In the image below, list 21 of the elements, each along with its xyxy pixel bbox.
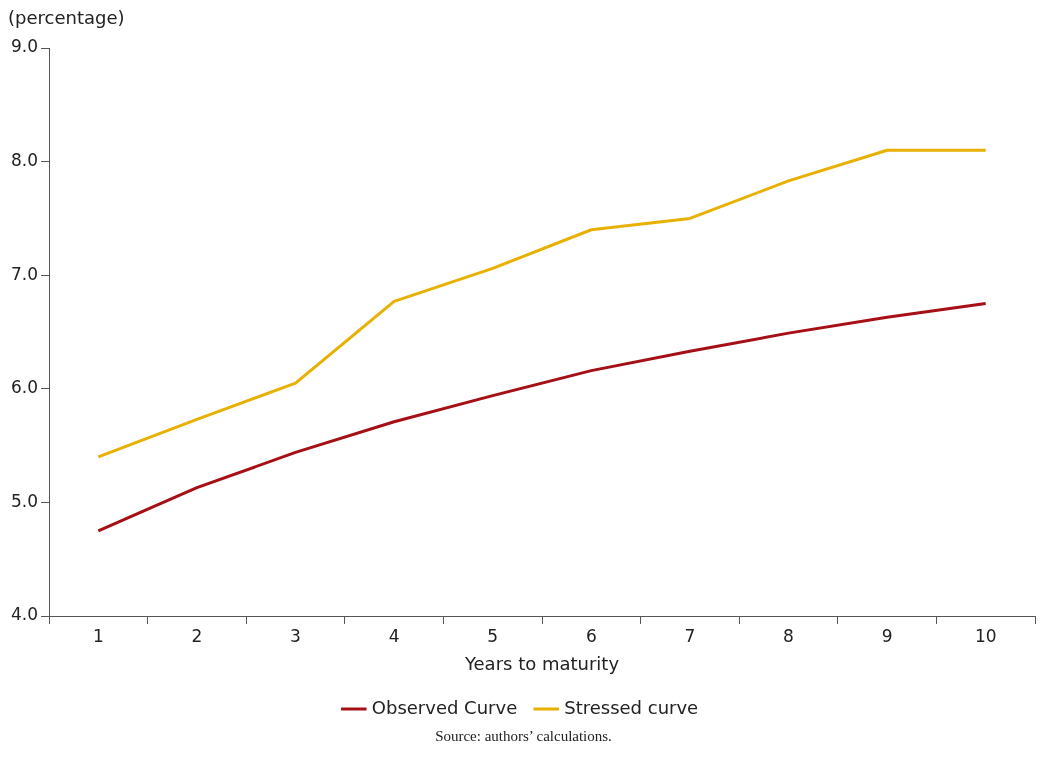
y-tick-label: 4.0: [10, 604, 39, 625]
x-tick-label: 3: [290, 625, 301, 646]
legend-label: Observed Curve: [371, 696, 518, 718]
x-tick-label: 8: [783, 625, 794, 646]
x-tick-label: 5: [487, 625, 499, 646]
x-tick-label: 2: [191, 625, 203, 646]
x-tick-label: 1: [92, 625, 104, 646]
y-tick-label: 9.0: [10, 36, 39, 57]
x-tick-label: 7: [684, 625, 696, 646]
x-tick-label: 4: [388, 625, 400, 646]
y-axis-title: (percentage): [8, 6, 125, 28]
legend-label: Stressed curve: [564, 696, 699, 718]
y-tick-label: 6.0: [10, 377, 39, 398]
x-tick-label: 10: [974, 625, 997, 646]
x-tick-label: 6: [585, 625, 597, 646]
x-axis-title: Years to maturity: [463, 652, 620, 674]
x-tick-label: 9: [881, 625, 893, 646]
y-tick-label: 5.0: [10, 490, 39, 511]
y-tick-label: 8.0: [10, 150, 39, 171]
source-note: Source: authors’ calculations.: [434, 728, 613, 745]
y-tick-label: 7.0: [10, 263, 39, 284]
